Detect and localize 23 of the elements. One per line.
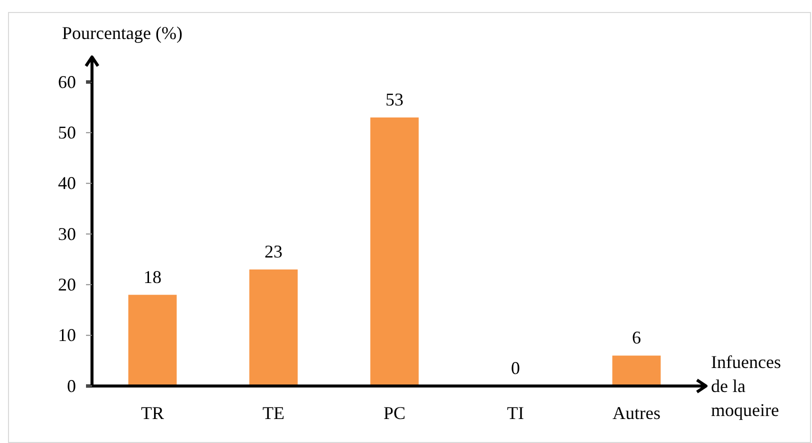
bar: [370, 117, 419, 386]
x-tick-label: Autres: [612, 402, 660, 423]
y-tick-label: 30: [58, 224, 76, 244]
y-tick-label: 50: [58, 122, 76, 142]
data-label: 18: [144, 266, 162, 287]
data-label: 6: [632, 328, 641, 348]
y-tick-label: 60: [58, 72, 76, 92]
y-tick-label: 10: [58, 325, 76, 346]
x-tick-label: TE: [262, 402, 284, 423]
x-axis-title: Infuences de la moqueire: [711, 352, 781, 420]
x-tick-label: PC: [383, 402, 406, 423]
y-axis-title: Pourcentage (%): [62, 23, 182, 43]
data-label: 23: [264, 241, 282, 262]
bar: [249, 269, 298, 386]
data-label: 0: [511, 358, 520, 378]
bar: [612, 356, 661, 386]
y-tick-label: 20: [58, 274, 76, 294]
data-label: 53: [386, 89, 404, 110]
x-tick-label: TI: [507, 402, 524, 423]
y-tick-label: 40: [58, 173, 76, 194]
x-tick-label: TR: [140, 402, 164, 423]
bar: [128, 294, 177, 386]
y-tick-label: 0: [67, 376, 76, 396]
